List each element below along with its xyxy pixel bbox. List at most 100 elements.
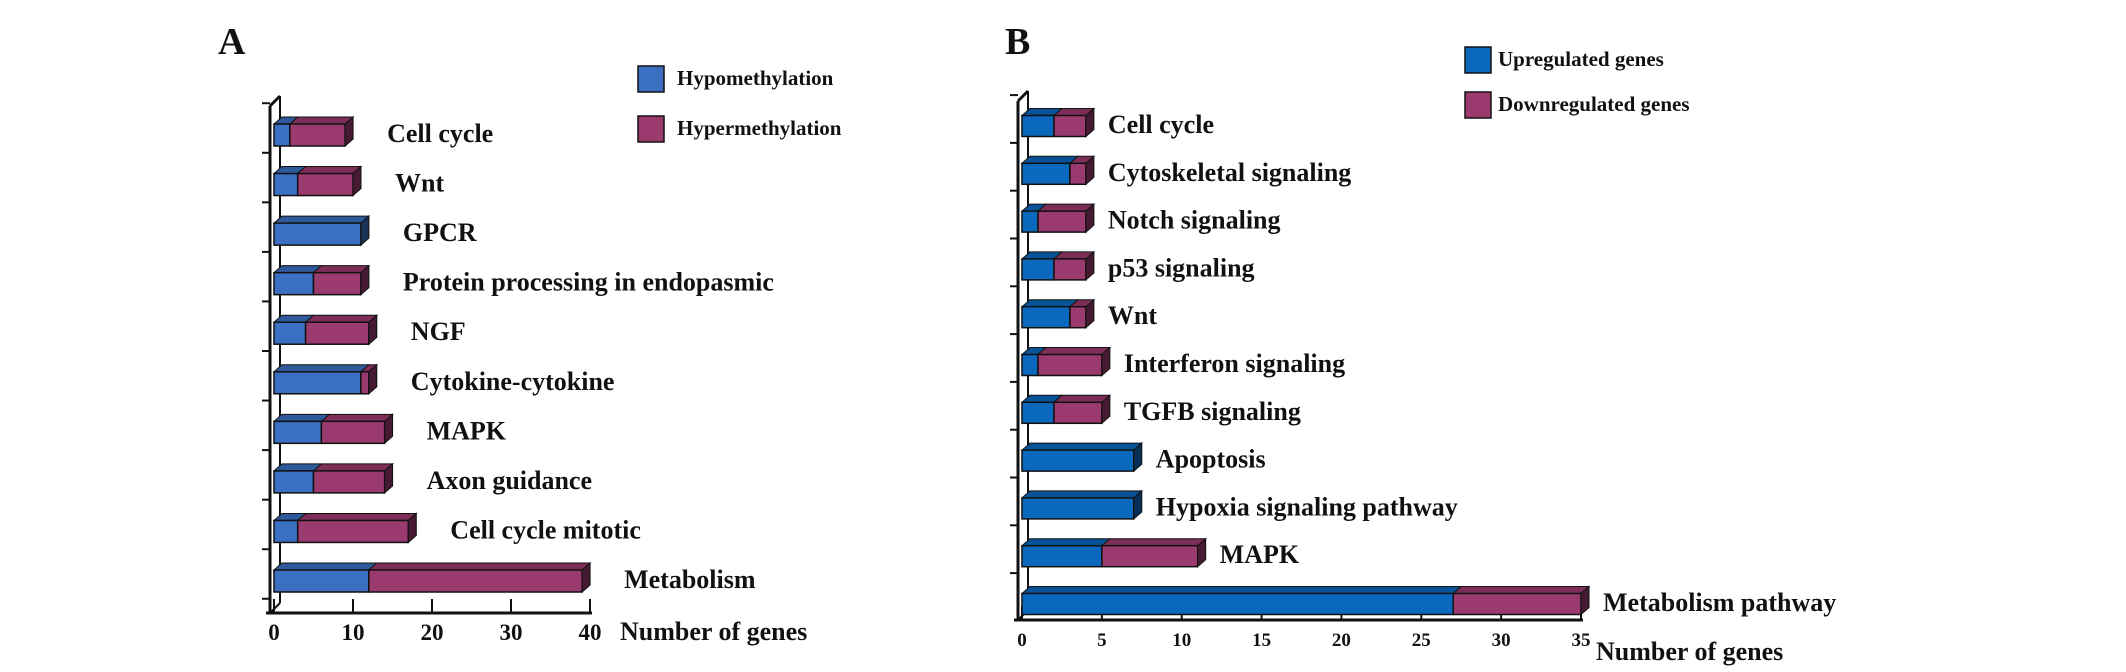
bar-top-0: [272, 364, 371, 373]
bar-segment-0: [273, 420, 323, 445]
bar-group: [272, 264, 371, 296]
category-label: Cell cycle: [387, 119, 493, 148]
bar-side: [1085, 298, 1095, 329]
category-label: MAPK: [427, 416, 507, 445]
bar-top-1: [296, 512, 418, 521]
bar-side: [1133, 441, 1143, 473]
bar-top-0: [1020, 538, 1112, 547]
bar-segment-0: [1021, 114, 1055, 138]
bar-segment-1: [296, 519, 410, 544]
y-axis-top: [1016, 89, 1030, 103]
bar-top-0: [272, 562, 379, 571]
bar-segment-0: [273, 569, 370, 593]
bar-side: [368, 314, 378, 346]
category-label: Metabolism pathway: [1603, 588, 1836, 617]
bar-segment-0: [1021, 210, 1039, 233]
category-label: GPCR: [403, 218, 477, 247]
panel-label: B: [1005, 21, 1030, 63]
legend-swatch: [1464, 46, 1492, 74]
category-label: Wnt: [395, 169, 444, 198]
legend-swatch: [637, 115, 665, 143]
bar-side: [1580, 585, 1590, 616]
bar-group: [1020, 537, 1208, 568]
bar-segment-1: [1101, 544, 1199, 568]
bar-side: [352, 165, 362, 197]
bar-segment-1: [360, 371, 370, 395]
x-tick-label: 0: [268, 620, 280, 645]
bar-group: [1020, 441, 1144, 473]
bar-top-0: [272, 215, 371, 224]
bar-segment-0: [273, 519, 299, 544]
bar-top-1: [312, 463, 394, 472]
bar-group: [272, 413, 394, 445]
bar-segment-0: [1021, 162, 1071, 186]
bar-segment-0: [1021, 258, 1055, 281]
bar-segment-0: [1021, 401, 1055, 425]
bar-side: [1197, 537, 1207, 568]
bar-top-1: [1052, 394, 1112, 403]
bar-segment-1: [1037, 210, 1087, 233]
category-label: TGFB signaling: [1124, 397, 1301, 426]
bar-top-1: [320, 413, 394, 422]
bar-top-1: [312, 265, 371, 274]
bar-group: [272, 561, 592, 594]
bar-segment-1: [1069, 305, 1087, 329]
bar-segment-0: [273, 172, 299, 197]
panel-a: A 0 10 20 30 40 Number of genes Cell cycle Wnt GP…: [218, 21, 842, 646]
x-tick-label: 10: [342, 620, 365, 645]
panel-label: A: [218, 21, 246, 63]
bar-group: [1020, 202, 1096, 234]
bar-top-1: [1100, 538, 1208, 547]
bar-top-0: [272, 413, 331, 422]
x-tick-label: 25: [1412, 630, 1431, 651]
x-axis-label: Number of genes: [620, 617, 807, 646]
category-label: Cell cycle: [1108, 110, 1214, 139]
x-tick-label: 20: [421, 620, 444, 645]
bar-segment-0: [273, 222, 362, 246]
bar-segment-0: [1021, 449, 1135, 472]
bar-segment-1: [312, 470, 386, 494]
legend-swatch: [637, 65, 665, 93]
bar-side: [1133, 489, 1143, 521]
category-label: Cytoskeletal signaling: [1108, 158, 1351, 187]
bar-side: [407, 512, 417, 544]
bar-side: [581, 561, 591, 594]
bar-side: [1085, 155, 1095, 186]
bar-top-0: [1020, 586, 1463, 594]
bar-segment-0: [273, 371, 362, 395]
bar-top-0: [1020, 155, 1080, 164]
bar-group: [272, 215, 371, 247]
bar-side: [344, 115, 354, 148]
bar-top-0: [1020, 299, 1080, 308]
category-label: Protein processing in endopasmic: [403, 268, 774, 297]
bar-segment-0: [1021, 305, 1071, 329]
bar-segment-0: [273, 123, 291, 147]
bar-side: [1085, 250, 1095, 282]
bar-group: [1020, 394, 1112, 425]
bar-group: [1020, 107, 1096, 138]
bar-top-1: [288, 116, 355, 125]
bar-group: [1020, 585, 1591, 616]
bar-segment-1: [1037, 353, 1103, 377]
category-label: Cell cycle mitotic: [450, 515, 641, 544]
panel-b: B 0 5 10 15 20 25 30 35 Number of genes Cell cycle…: [1005, 21, 1836, 666]
x-tick-label: 5: [1097, 630, 1107, 651]
bar-group: [1020, 155, 1096, 186]
category-label: Metabolism: [624, 565, 756, 594]
category-label: Hypoxia signaling pathway: [1156, 492, 1458, 521]
x-tick-label: 40: [579, 620, 602, 645]
bar-group: [272, 512, 418, 544]
bar-side: [384, 462, 394, 494]
bar-side: [384, 413, 394, 445]
bar-top-1: [367, 562, 592, 571]
category-label: Interferon signaling: [1124, 349, 1345, 378]
category-label: p53 signaling: [1108, 253, 1255, 282]
bar-top-1: [296, 166, 363, 175]
bar-side: [1101, 394, 1111, 425]
bar-segment-1: [320, 420, 386, 445]
x-tick-label: 10: [1172, 630, 1191, 651]
x-tick-label: 0: [1017, 630, 1027, 651]
bar-side: [368, 363, 378, 395]
bar-group: [1020, 298, 1096, 329]
